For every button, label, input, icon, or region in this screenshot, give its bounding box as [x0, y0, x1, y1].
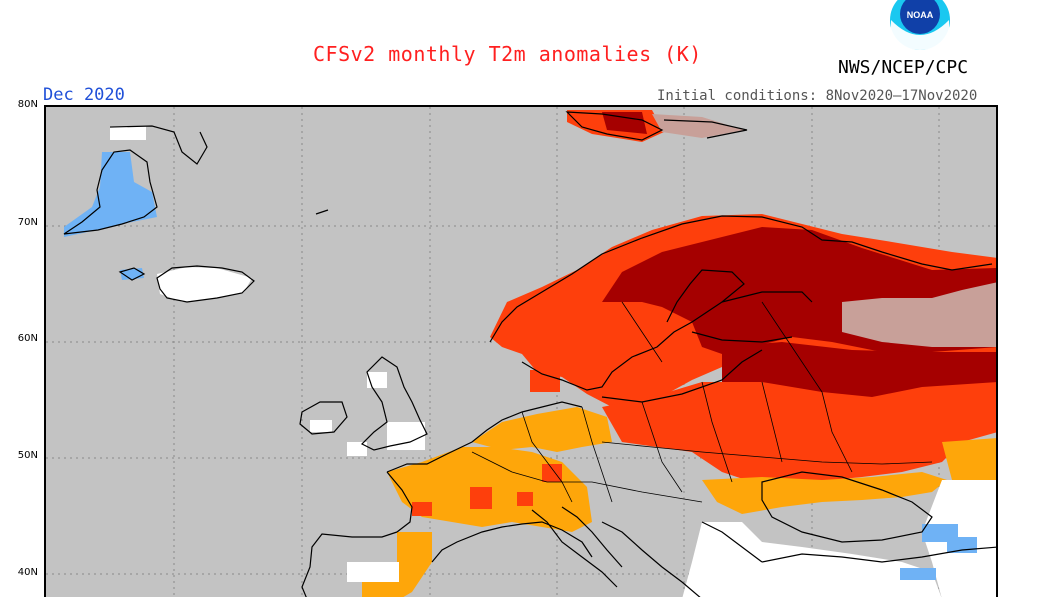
anomaly-map: [44, 105, 998, 597]
chart-title: CFSv2 monthly T2m anomalies (K): [313, 42, 702, 66]
lat-label-40n: 40N: [17, 567, 38, 578]
forecast-month: Dec 2020: [43, 85, 125, 105]
initial-conditions: Initial conditions: 8Nov2020–17Nov2020: [657, 88, 978, 104]
lat-label-80n: 80N: [17, 99, 38, 110]
lat-label-70n: 70N: [17, 217, 38, 228]
lat-label-50n: 50N: [17, 450, 38, 461]
coastlines: [63, 111, 996, 597]
svg-text:NOAA: NOAA: [907, 10, 934, 20]
noaa-logo: NOAA: [885, 0, 955, 56]
agency-label: NWS/NCEP/CPC: [838, 57, 969, 78]
anomaly-fills: [64, 110, 996, 597]
lat-label-60n: 60N: [17, 333, 38, 344]
